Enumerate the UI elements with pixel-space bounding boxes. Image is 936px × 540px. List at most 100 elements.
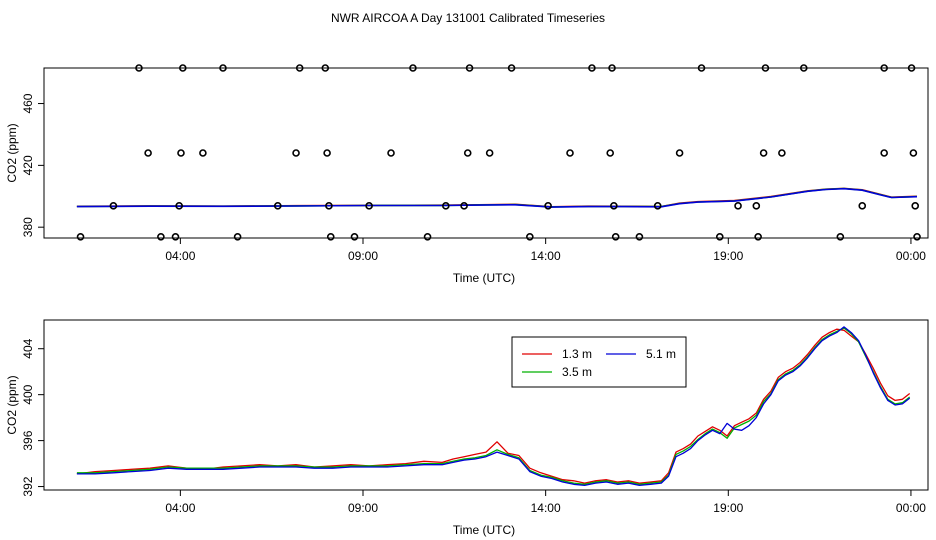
scatter-point [463,149,472,157]
scatter-point [409,64,417,72]
legend-label-1-3m: 1.3 m [562,347,592,361]
scatter-point [907,64,916,72]
panel-top-scatter: 380 420 460 04:00 09:00 14:00 19:00 00:00 CO2 … [5,64,929,285]
x-tick-label: 14:00 [531,501,561,515]
panel-top-series [76,187,918,208]
scatter-point [485,149,494,157]
panel-bottom-line: 392 396 400 404 04:00 09:00 14:00 19:00 00:00 C… [5,319,929,537]
scatter-point [325,202,333,210]
scatter-point [911,202,920,210]
scatter-point [800,64,808,72]
scatter-point [326,232,335,241]
scatter-point [752,202,761,210]
scatter-point [365,202,373,210]
scatter-point [350,232,359,241]
scatter-point [754,232,762,241]
scatter-point [273,202,282,210]
x-tick-label: 14:00 [531,249,561,263]
y-tick-label: 400 [21,384,35,404]
scatter-point [177,149,185,157]
scatter-point [606,149,614,157]
scatter-point [697,64,706,72]
scatter-point [715,232,724,241]
scatter-point [526,232,534,241]
panel-bottom-frame [43,319,929,491]
scatter-point [611,232,620,241]
legend-label-3-5m: 3.5 m [562,365,592,379]
scatter-point [135,64,143,72]
scatter-point [880,149,888,157]
scatter-point [171,232,180,241]
series-line-1-3-m [76,328,911,484]
scatter-point [880,64,888,72]
legend-box [511,336,687,388]
panel-top-ylabel: CO2 (ppm) [5,123,19,182]
x-tick-label: 00:00 [896,249,926,263]
scatter-point [157,232,165,241]
scatter-point [76,232,85,241]
scatter-point [544,202,552,210]
series-line-5-1-m [76,326,911,487]
panel-top-frame [43,67,929,239]
scatter-point [913,232,921,241]
scatter-point [460,202,468,210]
y-tick-label: 404 [21,338,35,358]
scatter-point [909,149,918,157]
scatter-point [608,64,616,72]
scatter-point [836,232,845,241]
panel-bottom-y-axis: 392 396 400 404 [21,338,44,497]
x-tick-label: 19:00 [713,501,743,515]
scatter-point [423,232,432,241]
scatter-point [387,149,395,157]
scatter-point [566,149,574,157]
x-tick-label: 09:00 [348,501,378,515]
scatter-point [219,64,227,72]
scatter-point [778,149,786,157]
scatter-point [675,149,684,157]
scatter-point [588,64,596,72]
scatter-point [179,64,187,72]
x-tick-label: 19:00 [713,249,743,263]
x-tick-label: 09:00 [348,249,378,263]
panel-bottom-ylabel: CO2 (ppm) [5,375,19,434]
series-line-3-5-m [76,327,911,485]
panel-bottom-series [76,326,911,487]
scatter-point [144,149,152,157]
panel-bottom-x-axis: 04:00 09:00 14:00 19:00 00:00 [165,490,926,515]
scatter-point [734,202,742,210]
series-line-3-5-m [76,187,918,208]
scatter-point [442,202,450,210]
x-tick-label: 04:00 [165,501,195,515]
series-line-5-1-m [76,187,918,208]
scatter-point [507,64,516,72]
y-tick-label: 396 [21,430,35,450]
legend: 1.3 m 3.5 m 5.1 m [511,336,687,388]
scatter-point [635,232,644,241]
scatter-point [465,64,474,72]
scatter-point [295,64,304,72]
scatter-point [323,149,331,157]
y-tick-label: 420 [21,155,35,175]
y-tick-label: 380 [21,217,35,237]
scatter-point [199,149,207,157]
scatter-point [109,202,118,210]
scatter-point [175,202,183,210]
panel-top-x-axis: 04:00 09:00 14:00 19:00 00:00 [165,238,926,263]
panel-top-y-axis: 380 420 460 [21,93,44,237]
scatter-point [321,64,330,72]
scatter-point [610,202,618,210]
panel-top-xlabel: Time (UTC) [453,271,515,285]
panel-top-points [76,64,921,241]
scatter-point [761,64,770,72]
scatter-point [233,232,242,241]
scatter-point [292,149,300,157]
legend-label-5-1m: 5.1 m [646,347,676,361]
panel-bottom-xlabel: Time (UTC) [453,523,515,537]
scatter-point [653,202,662,210]
x-tick-label: 04:00 [165,249,195,263]
scatter-point [759,149,768,157]
y-tick-label: 392 [21,476,35,496]
scatter-point [858,202,867,210]
x-tick-label: 00:00 [896,501,926,515]
